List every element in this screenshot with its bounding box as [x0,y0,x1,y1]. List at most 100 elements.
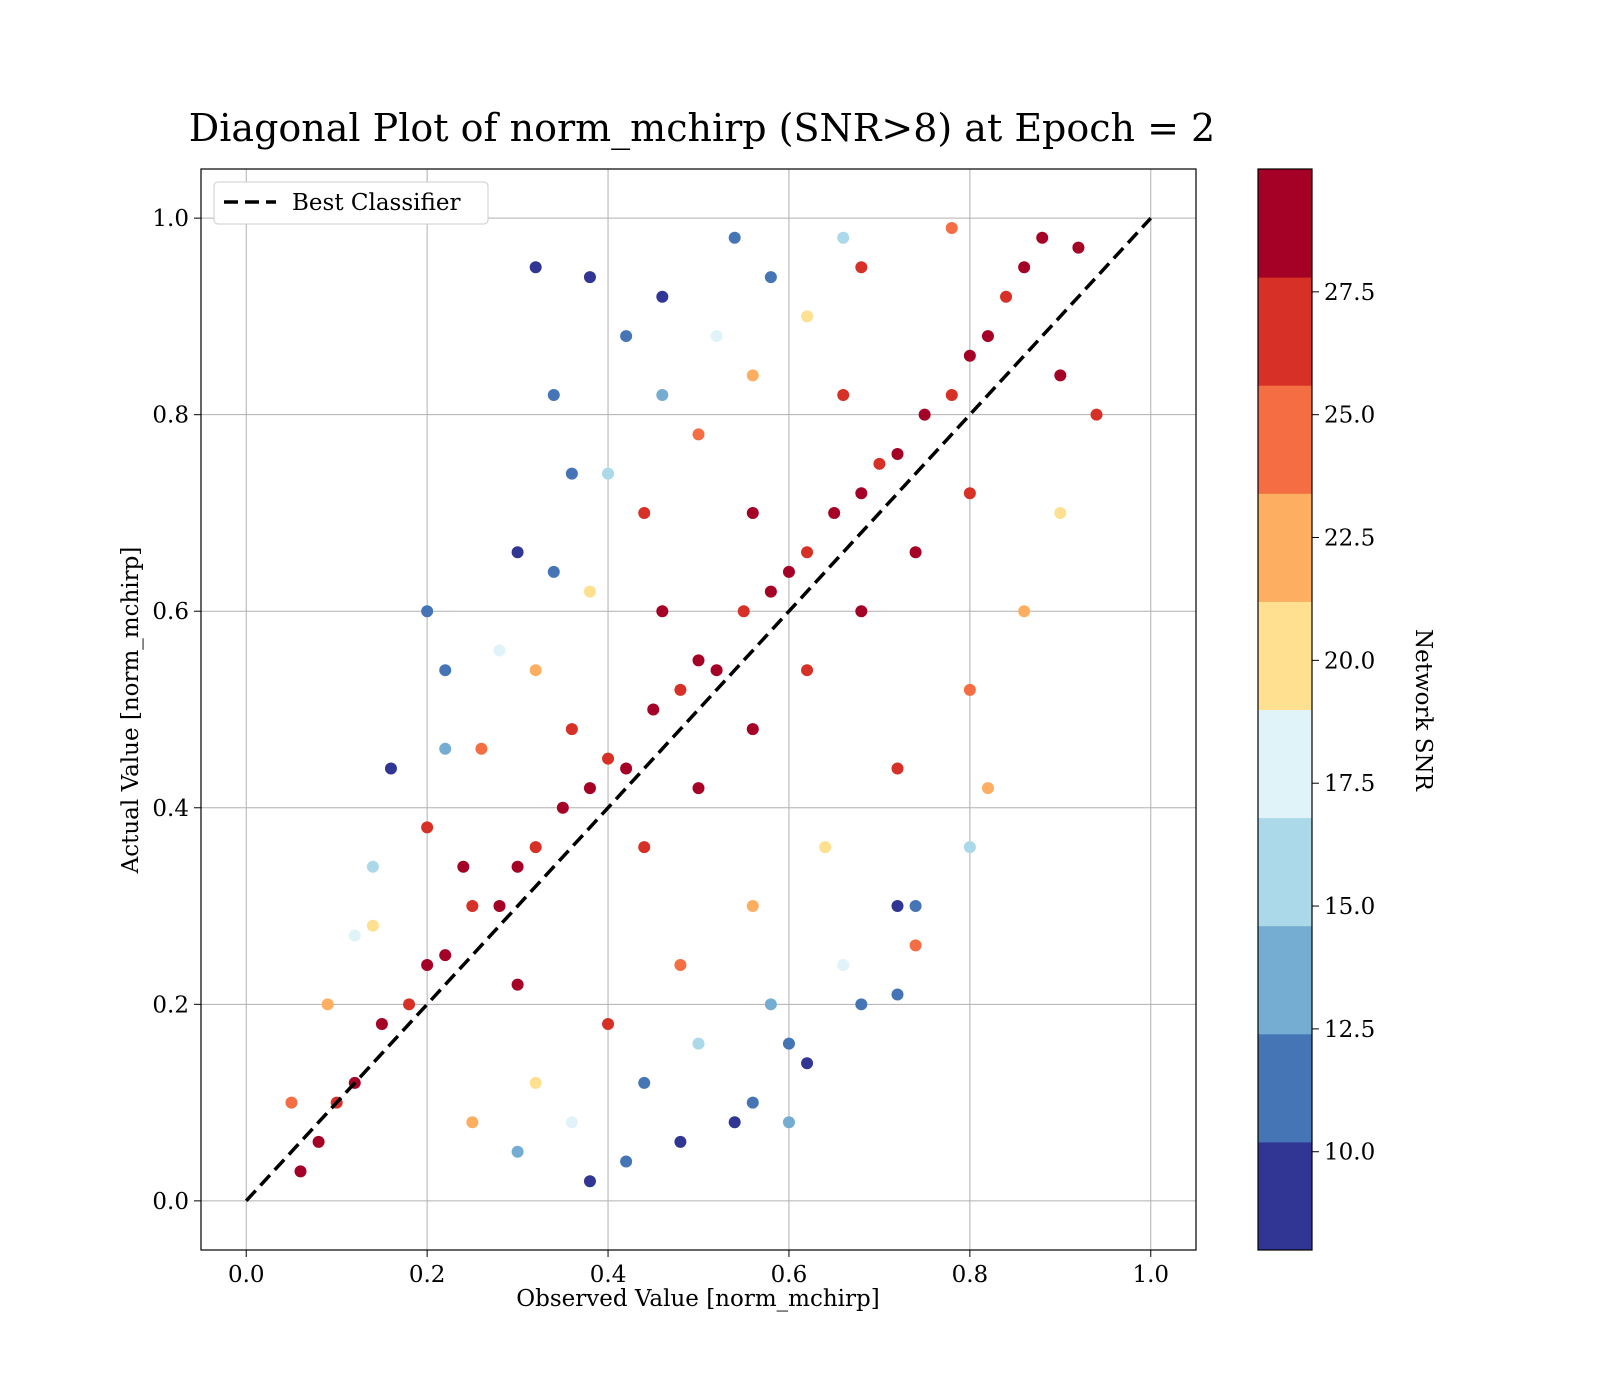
scatter-point [285,1096,298,1109]
scatter-point [511,1145,524,1158]
scatter-point [801,664,814,677]
scatter-point [837,959,850,972]
scatter-point [909,546,922,559]
scatter-point [945,221,958,234]
scatter-point [873,457,886,470]
scatter-point [981,782,994,795]
colorbar-tick-label: 15.0 [1324,894,1375,920]
scatter-point [819,841,832,854]
colorbar-tick-label: 10.0 [1324,1140,1375,1166]
scatter-point [547,565,560,578]
scatter-point [963,349,976,362]
y-tick-label: 0.4 [152,796,189,822]
y-tick-label: 0.6 [152,599,189,625]
scatter-point [565,467,578,480]
scatter-point [710,664,723,677]
scatter-point [348,929,361,942]
x-tick-label: 0.2 [409,1262,446,1288]
scatter-point [656,605,669,618]
colorbar-tick-label: 20.0 [1324,648,1375,674]
scatter-point [375,1017,388,1030]
scatter-point [312,1135,325,1148]
scatter-point [1054,369,1067,382]
scatter-points [285,221,1103,1188]
scatter-point [421,605,434,618]
y-tick-label: 0.2 [152,992,189,1018]
scatter-point [1000,290,1013,303]
scatter-point [855,998,868,1011]
scatter-point [710,330,723,343]
colorbar-band [1258,277,1312,386]
scatter-point [828,506,841,519]
x-tick-label: 0.4 [590,1262,627,1288]
scatter-point [692,1037,705,1050]
scatter-point [638,506,651,519]
scatter-point [801,546,814,559]
scatter-point [647,703,660,716]
scatter-point [656,290,669,303]
scatter-point [764,585,777,598]
colorbar-band [1258,1141,1312,1251]
chart-title: Diagonal Plot of norm_mchirp (SNR>8) at … [189,106,1215,151]
colorbar-bands [1258,169,1312,1251]
scatter-point [620,762,633,775]
plot-area: 0.0 0.2 0.4 0.6 0.8 1.0 0.0 0.2 0.4 0.6 0.8 1.0 [152,168,1197,1288]
colorbar-band [1258,817,1312,927]
x-axis-ticks: 0.0 0.2 0.4 0.6 0.8 1.0 [228,1250,1169,1288]
scatter-point [918,408,931,421]
scatter-point [529,664,542,677]
scatter-point [565,1116,578,1129]
scatter-point [511,546,524,559]
scatter-point [583,782,596,795]
x-tick-label: 0.6 [771,1262,808,1288]
scatter-point [638,1076,651,1089]
scatter-point [963,683,976,696]
x-tick-label: 0.0 [228,1262,265,1288]
scatter-point [837,231,850,244]
colorbar-band [1258,709,1312,819]
scatter-point [891,900,904,913]
scatter-point [782,1116,795,1129]
colorbar-band [1258,493,1312,602]
scatter-point [602,467,615,480]
scatter-point [746,723,759,736]
scatter-point [945,389,958,402]
scatter-point [891,762,904,775]
scatter-point [529,1076,542,1089]
scatter-point [746,506,759,519]
scatter-point [294,1165,307,1178]
x-tick-label: 1.0 [1132,1262,1169,1288]
colorbar-tick-label: 17.5 [1324,771,1375,797]
scatter-point [746,1096,759,1109]
colorbar-tick-label: 25.0 [1324,403,1375,429]
colorbar-band [1258,1033,1312,1143]
scatter-point [475,742,488,755]
scatter-point [855,605,868,618]
scatter-point [439,664,452,677]
scatter-point [439,742,452,755]
scatter-point [602,1017,615,1030]
colorbar-band [1258,601,1312,710]
scatter-point [466,1116,479,1129]
y-tick-label: 1.0 [152,206,189,232]
y-tick-label: 0.8 [152,403,189,429]
legend-label: Best Classifier [292,190,460,216]
scatter-point [556,801,569,814]
scatter-point [457,860,470,873]
scatter-point [439,949,452,962]
colorbar-tick-label: 22.5 [1324,526,1375,552]
scatter-point [1018,261,1031,274]
scatter-point [782,565,795,578]
scatter-point [511,860,524,873]
scatter-point [656,389,669,402]
grid-lines [201,169,1196,1250]
scatter-point [583,271,596,284]
scatter-point [565,723,578,736]
scatter-point [1054,506,1067,519]
x-tick-label: 0.8 [952,1262,989,1288]
scatter-point [529,841,542,854]
scatter-point [321,998,334,1011]
scatter-point [737,605,750,618]
scatter-point [547,389,560,402]
scatter-point [692,782,705,795]
